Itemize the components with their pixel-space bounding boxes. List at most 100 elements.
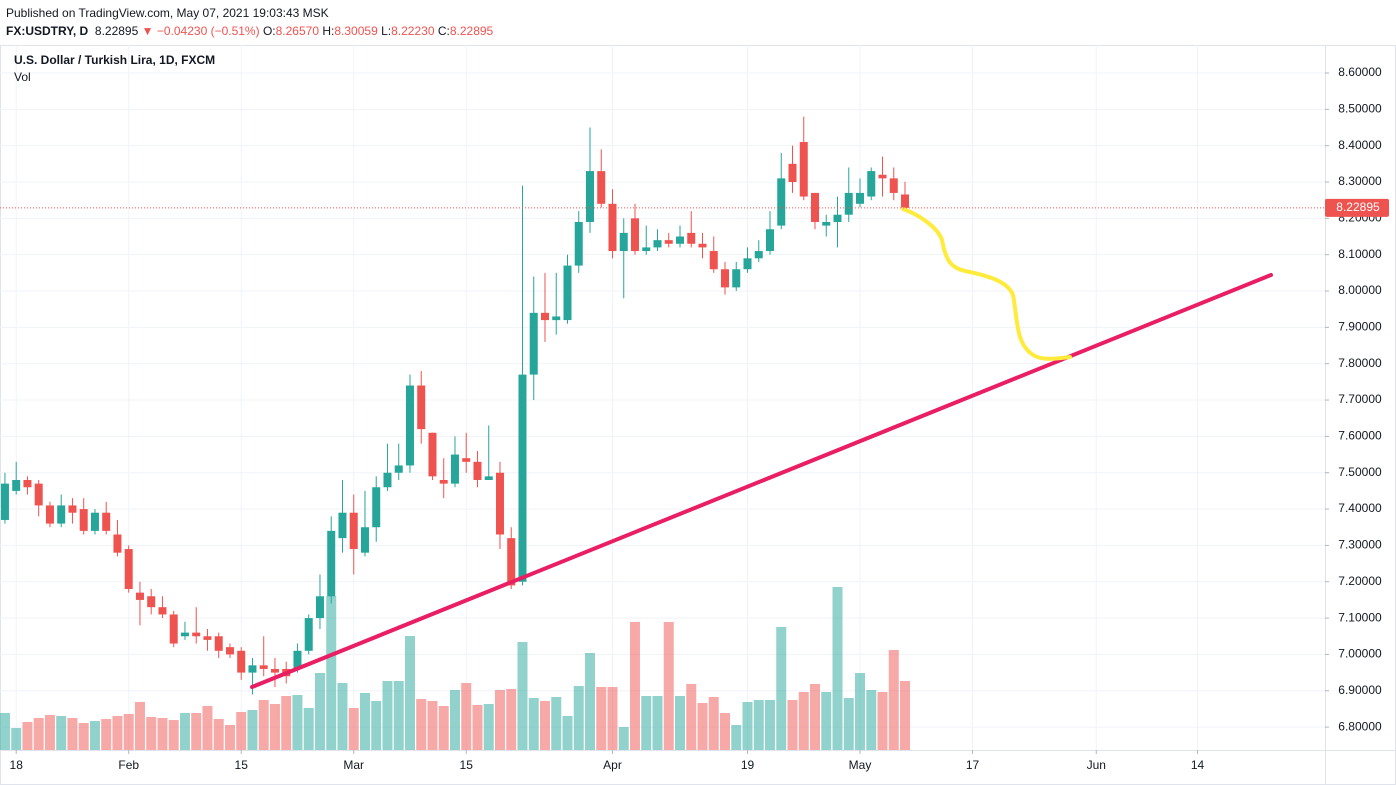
volume-bar bbox=[236, 712, 247, 750]
y-tick-label: 8.10000 bbox=[1338, 247, 1382, 261]
volume-bar bbox=[573, 686, 584, 750]
x-tick-label: Mar bbox=[343, 758, 364, 772]
candle-body bbox=[315, 596, 324, 619]
candle-body bbox=[901, 194, 910, 208]
candle-body bbox=[248, 665, 257, 673]
candle-body bbox=[124, 549, 133, 590]
candle-body bbox=[630, 218, 639, 252]
ohlc-value: 8.26570 bbox=[275, 24, 320, 38]
trend-line bbox=[250, 273, 1273, 689]
volume-bar bbox=[438, 706, 449, 750]
volume-bar bbox=[224, 725, 235, 750]
volume-bar bbox=[78, 723, 89, 750]
volume-bar bbox=[900, 681, 911, 750]
candle-body bbox=[90, 512, 99, 531]
volume-bar bbox=[179, 713, 190, 750]
candle-body bbox=[338, 512, 347, 539]
volume-bar bbox=[528, 698, 539, 750]
x-tick-label: 15 bbox=[460, 758, 474, 772]
volume-bar bbox=[303, 708, 314, 750]
candle-body bbox=[158, 607, 167, 615]
y-tick-label: 8.50000 bbox=[1338, 101, 1382, 115]
volume-bar bbox=[731, 725, 742, 750]
volume-bar bbox=[832, 587, 843, 750]
candle-body bbox=[495, 472, 504, 535]
candle-body bbox=[383, 472, 392, 488]
volume-bar bbox=[517, 642, 528, 750]
volume-bar bbox=[247, 710, 258, 750]
y-tick-label: 8.40000 bbox=[1338, 138, 1382, 152]
volume-bar bbox=[506, 689, 517, 750]
candle-body bbox=[833, 214, 842, 222]
candle-body bbox=[540, 312, 549, 321]
candle-body bbox=[214, 636, 223, 651]
volume-bar bbox=[888, 650, 899, 750]
y-tick-label: 7.70000 bbox=[1338, 392, 1382, 406]
candle-body bbox=[293, 650, 302, 669]
y-tick-label: 7.00000 bbox=[1338, 647, 1382, 661]
x-tick-label: 14 bbox=[1191, 758, 1205, 772]
candle-body bbox=[68, 505, 77, 513]
candle-body bbox=[642, 247, 651, 252]
candle-body bbox=[147, 596, 156, 608]
y-tick-label: 7.40000 bbox=[1338, 501, 1382, 515]
candle-body bbox=[417, 385, 426, 430]
candle-body bbox=[304, 618, 313, 651]
volume-bar bbox=[22, 722, 33, 750]
candle-body bbox=[192, 632, 201, 637]
candle-body bbox=[237, 650, 246, 673]
candle-body bbox=[102, 512, 111, 531]
candle-body bbox=[619, 232, 628, 252]
volume-bar bbox=[393, 681, 404, 750]
volume-bar bbox=[258, 700, 269, 750]
volume-bar bbox=[483, 704, 494, 750]
projection-drawing bbox=[901, 207, 1072, 361]
volume-bar bbox=[202, 706, 213, 750]
x-tick-label: Apr bbox=[603, 758, 622, 772]
candle-body bbox=[23, 479, 32, 488]
x-tick-label: 17 bbox=[966, 758, 980, 772]
candle-body bbox=[799, 142, 808, 197]
price: 8.22895 bbox=[94, 24, 139, 38]
candle-body bbox=[878, 174, 887, 179]
y-tick-label: 7.20000 bbox=[1338, 574, 1382, 588]
y-tick-label: 6.80000 bbox=[1338, 719, 1382, 733]
volume-bar bbox=[89, 721, 100, 750]
last-price-box bbox=[1325, 198, 1389, 217]
candle-body bbox=[349, 512, 358, 550]
ohlc-value: 8.22895 bbox=[449, 24, 494, 38]
candle-body bbox=[822, 221, 831, 226]
volume-bar bbox=[134, 702, 145, 750]
candle-body bbox=[462, 458, 471, 462]
candle-body bbox=[270, 668, 279, 673]
volume-bar bbox=[191, 713, 202, 750]
volume-bar bbox=[404, 636, 415, 750]
candle-body bbox=[608, 203, 617, 252]
candle-body bbox=[12, 479, 21, 491]
volume-bar bbox=[562, 716, 573, 750]
volume-bar bbox=[112, 716, 123, 750]
y-tick-label: 7.60000 bbox=[1338, 429, 1382, 443]
volume-bar bbox=[269, 704, 280, 750]
symbol: FX:USDTRY, D bbox=[6, 24, 89, 38]
candle-body bbox=[428, 432, 437, 477]
volume-bar bbox=[314, 673, 325, 750]
x-tick-label: Jun bbox=[1087, 758, 1106, 772]
volume-bar bbox=[359, 693, 370, 750]
volume-bar bbox=[618, 727, 629, 750]
x-tick-label: 15 bbox=[235, 758, 249, 772]
volume-bar bbox=[157, 718, 168, 750]
candle-body bbox=[439, 479, 448, 484]
change: ▼ −0.04230 (−0.51%) bbox=[141, 24, 260, 38]
volume-bar bbox=[843, 698, 854, 750]
y-tick-label: 7.30000 bbox=[1338, 538, 1382, 552]
volume-bar bbox=[855, 673, 866, 750]
candle-body bbox=[113, 534, 122, 553]
volume-bar bbox=[292, 695, 303, 750]
volume-bar bbox=[449, 690, 460, 750]
x-tick-label: 18 bbox=[10, 758, 24, 772]
candle-body bbox=[372, 487, 381, 528]
ohlc-key: O: bbox=[262, 24, 276, 38]
